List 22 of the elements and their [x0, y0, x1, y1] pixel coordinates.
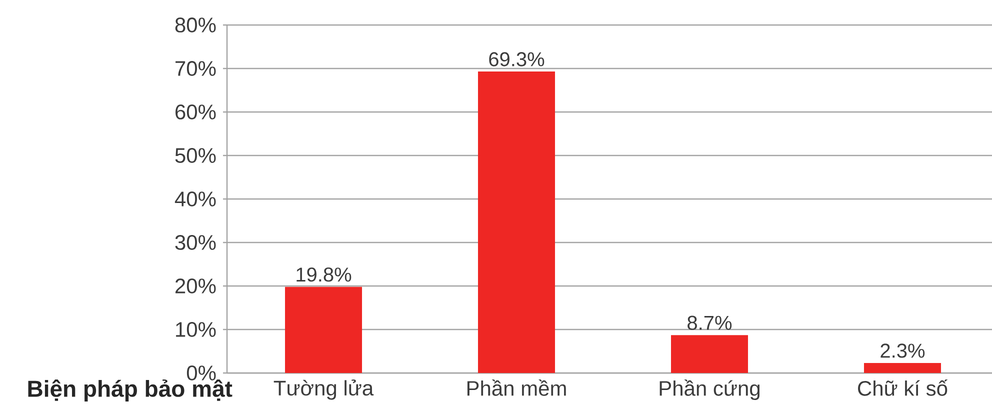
y-tick-label: 80%: [175, 18, 216, 32]
y-tick-label: 30%: [175, 235, 216, 250]
y-tick-label: 70%: [176, 61, 216, 76]
data-label: 2.3%: [880, 344, 925, 358]
bar: [864, 362, 941, 373]
bar: [671, 335, 748, 373]
y-tick-label: 60%: [176, 104, 216, 120]
bar: [285, 286, 362, 373]
x-tick-label: Phần cứng: [660, 380, 760, 400]
y-tick-label: 50%: [175, 148, 216, 163]
y-tick-label: 40%: [174, 192, 216, 206]
data-label: 8.7%: [688, 316, 732, 330]
x-tick-label: Tường lửa: [274, 380, 374, 400]
x-axis-title: Biện pháp bảo mật: [28, 380, 232, 402]
y-tick-label: 10%: [176, 322, 216, 337]
y-tick-label: 0%: [186, 366, 216, 380]
x-tick-label: Chữ kí số: [858, 380, 948, 396]
data-label: 19.8%: [296, 268, 352, 282]
bar: [478, 72, 556, 373]
y-tick-label: 20%: [176, 278, 216, 294]
x-tick-label: Phần mềm: [467, 380, 566, 396]
data-label: 69.3%: [489, 52, 544, 66]
